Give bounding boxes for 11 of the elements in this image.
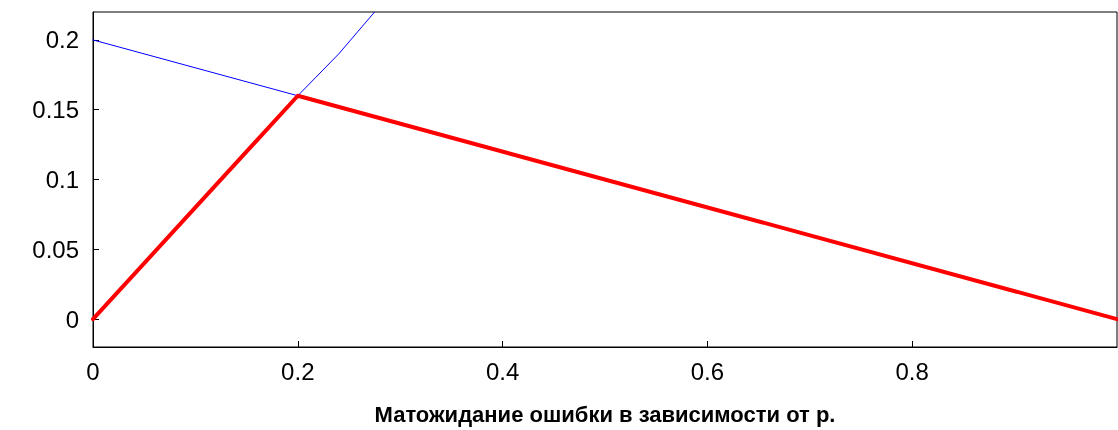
y-tick-label: 0.05 (32, 235, 79, 263)
x-tick-label: 0.8 (895, 357, 929, 385)
x-tick-label: 0.4 (485, 357, 520, 385)
x-tick-label: 0.6 (690, 357, 725, 385)
x-axis-title: Матожидание ошибки в зависимости от p. (374, 401, 836, 427)
y-tick-label: 0.2 (45, 26, 79, 54)
y-tick-label: 0.15 (32, 96, 79, 124)
x-tick-label: 0 (86, 357, 100, 385)
x-tick-label: 0.2 (281, 357, 315, 385)
y-tick-label: 0 (65, 305, 79, 333)
y-tick-label: 0.1 (45, 166, 79, 193)
